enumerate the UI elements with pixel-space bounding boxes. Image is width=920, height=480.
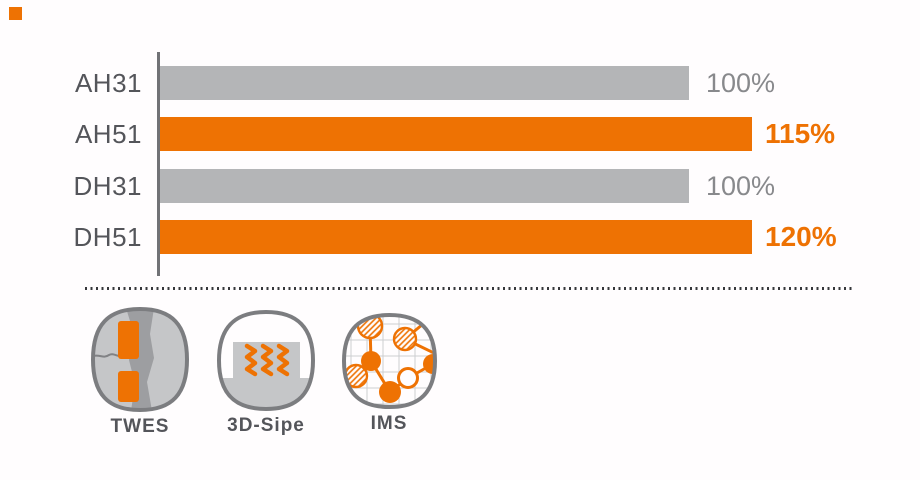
chart-row: AH31 100%	[0, 66, 920, 100]
bar-dh31	[160, 169, 689, 203]
category-label: DH51	[73, 222, 142, 252]
tech-item-ims: IMS	[339, 312, 439, 435]
bar-ah31	[160, 66, 689, 100]
tech-label: IMS	[370, 413, 408, 434]
3d-sipe-icon	[216, 309, 316, 412]
category-label: AH31	[74, 68, 142, 98]
twes-icon	[90, 306, 190, 413]
bar-ah51	[160, 117, 752, 151]
dotted-divider	[85, 287, 853, 290]
value-label: 120%	[765, 221, 837, 252]
value-label: 115%	[765, 118, 836, 149]
tech-item-3d-sipe: 3D-Sipe	[212, 309, 320, 437]
y-axis-line	[157, 52, 160, 276]
ims-icon	[341, 312, 437, 410]
value-label: 100%	[706, 171, 776, 201]
chart-row: DH51 120%	[0, 220, 920, 254]
chart-row: DH31 100%	[0, 169, 920, 203]
category-label: DH31	[73, 171, 142, 201]
brand-square-icon	[9, 7, 22, 20]
tech-label: TWES	[110, 416, 170, 437]
tech-label: 3D-Sipe	[227, 415, 305, 436]
value-label: 100%	[706, 68, 776, 98]
tech-item-twes: TWES	[88, 306, 192, 438]
category-label: AH51	[74, 119, 142, 149]
chart-row: AH51 115%	[0, 117, 920, 151]
bar-dh51	[160, 220, 752, 254]
